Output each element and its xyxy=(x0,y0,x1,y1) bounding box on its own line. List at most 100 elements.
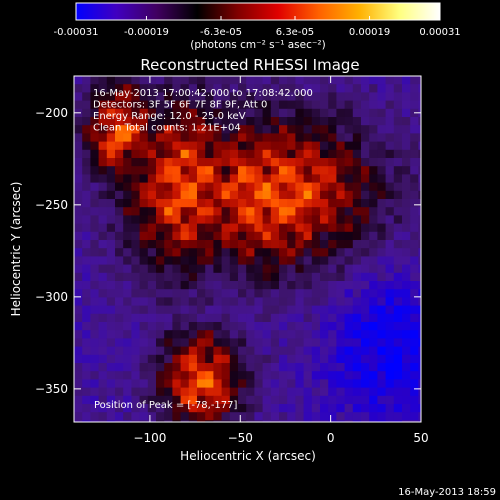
heatmap-cell xyxy=(172,412,181,421)
heatmap-cell xyxy=(238,125,247,134)
heatmap-cell xyxy=(74,133,83,142)
heatmap-cell xyxy=(229,166,239,175)
x-axis: −100 −50 0 50 xyxy=(133,76,429,445)
heatmap-cell xyxy=(295,379,304,388)
heatmap-cell xyxy=(156,289,165,298)
heatmap-cell xyxy=(115,215,124,224)
heatmap-cell xyxy=(311,158,321,167)
heatmap-cell xyxy=(279,199,288,208)
heatmap-cell xyxy=(139,354,149,364)
heatmap-cell xyxy=(90,371,99,380)
heatmap-cell xyxy=(385,289,395,298)
heatmap-cell xyxy=(377,371,386,380)
heatmap-cell xyxy=(229,272,239,282)
heatmap-cell xyxy=(115,387,124,397)
heatmap-cell xyxy=(377,141,386,151)
heatmap-cell xyxy=(131,363,140,372)
heatmap-cell xyxy=(164,117,173,126)
heatmap-cell xyxy=(402,412,411,421)
heatmap-cell xyxy=(172,289,181,298)
heatmap-cell xyxy=(74,404,83,413)
heatmap-cell xyxy=(295,387,304,397)
heatmap-cell xyxy=(147,240,157,249)
heatmap-cell xyxy=(262,223,272,233)
heatmap-cell xyxy=(172,371,181,380)
heatmap-cell xyxy=(229,133,239,142)
heatmap-cell xyxy=(156,404,165,413)
heatmap-cell xyxy=(164,199,173,208)
heatmap-cell xyxy=(385,141,395,151)
heatmap-cell xyxy=(418,76,421,85)
heatmap-cell xyxy=(262,125,272,134)
heatmap-cell xyxy=(164,404,173,413)
heatmap-cell xyxy=(123,297,132,306)
heatmap-cell xyxy=(221,231,231,241)
heatmap-cell xyxy=(393,272,403,282)
heatmap-cell xyxy=(254,174,263,183)
heatmap-cell xyxy=(74,346,83,356)
heatmap-cell xyxy=(82,141,91,151)
heatmap-cell xyxy=(156,84,165,93)
heatmap-cell xyxy=(303,199,313,208)
heatmap-cell xyxy=(147,92,157,101)
heatmap-cell xyxy=(344,223,354,233)
heatmap-cell xyxy=(270,141,280,151)
heatmap-cell xyxy=(188,346,198,356)
heatmap-cell xyxy=(180,256,190,265)
heatmap-cell xyxy=(393,108,403,118)
heatmap-cell xyxy=(328,182,337,192)
heatmap-cell xyxy=(287,338,296,347)
heatmap-cell xyxy=(320,363,329,372)
heatmap-cell xyxy=(336,248,345,257)
heatmap-cell xyxy=(180,190,190,200)
heatmap-cell xyxy=(238,313,247,323)
heatmap-cell xyxy=(270,404,280,413)
heatmap-cell xyxy=(418,92,421,101)
heatmap-cell xyxy=(270,182,280,192)
heatmap-cell xyxy=(262,76,272,85)
heatmap-cell xyxy=(90,240,99,249)
heatmap-cell xyxy=(98,199,108,208)
heatmap-cell xyxy=(106,158,116,167)
heatmap-cell xyxy=(352,199,362,208)
heatmap-cell xyxy=(180,76,190,85)
heatmap-cell xyxy=(164,84,173,93)
heatmap-cell xyxy=(82,117,91,126)
heatmap-cell xyxy=(311,215,321,224)
heatmap-cell xyxy=(172,322,181,331)
heatmap-cell xyxy=(221,117,231,126)
heatmap-cell xyxy=(164,240,173,249)
heatmap-cell xyxy=(246,248,255,257)
heatmap-cell xyxy=(352,149,362,159)
heatmap-cell xyxy=(147,305,157,315)
heatmap-cell xyxy=(246,190,255,200)
heatmap-cell xyxy=(221,133,231,142)
heatmap-cell xyxy=(172,297,181,306)
heatmap-cell xyxy=(131,305,140,315)
heatmap-cell xyxy=(229,231,239,241)
heatmap-cell xyxy=(254,354,263,364)
heatmap-cell xyxy=(254,84,263,93)
heatmap-cell xyxy=(197,289,206,298)
heatmap-cell xyxy=(156,108,165,118)
heatmap-cell xyxy=(221,346,231,356)
heatmap-cell xyxy=(393,412,403,421)
heatmap-cell xyxy=(147,76,157,85)
heatmap-cell xyxy=(270,305,280,315)
heatmap-cell xyxy=(156,256,165,265)
heatmap-cell xyxy=(172,141,181,151)
heatmap-cell xyxy=(123,338,132,347)
heatmap-cell xyxy=(115,354,124,364)
heatmap-cell xyxy=(377,281,386,290)
heatmap-cell xyxy=(246,404,255,413)
heatmap-cell xyxy=(311,272,321,282)
heatmap-cell xyxy=(393,100,403,110)
heatmap-cell xyxy=(418,330,421,339)
heatmap-cell xyxy=(180,182,190,192)
heatmap-cell xyxy=(131,338,140,347)
heatmap-cell xyxy=(180,174,190,183)
heatmap-cell xyxy=(164,305,173,315)
heatmap-cell xyxy=(336,363,345,372)
heatmap-cell xyxy=(131,346,140,356)
heatmap-cell xyxy=(320,248,329,257)
